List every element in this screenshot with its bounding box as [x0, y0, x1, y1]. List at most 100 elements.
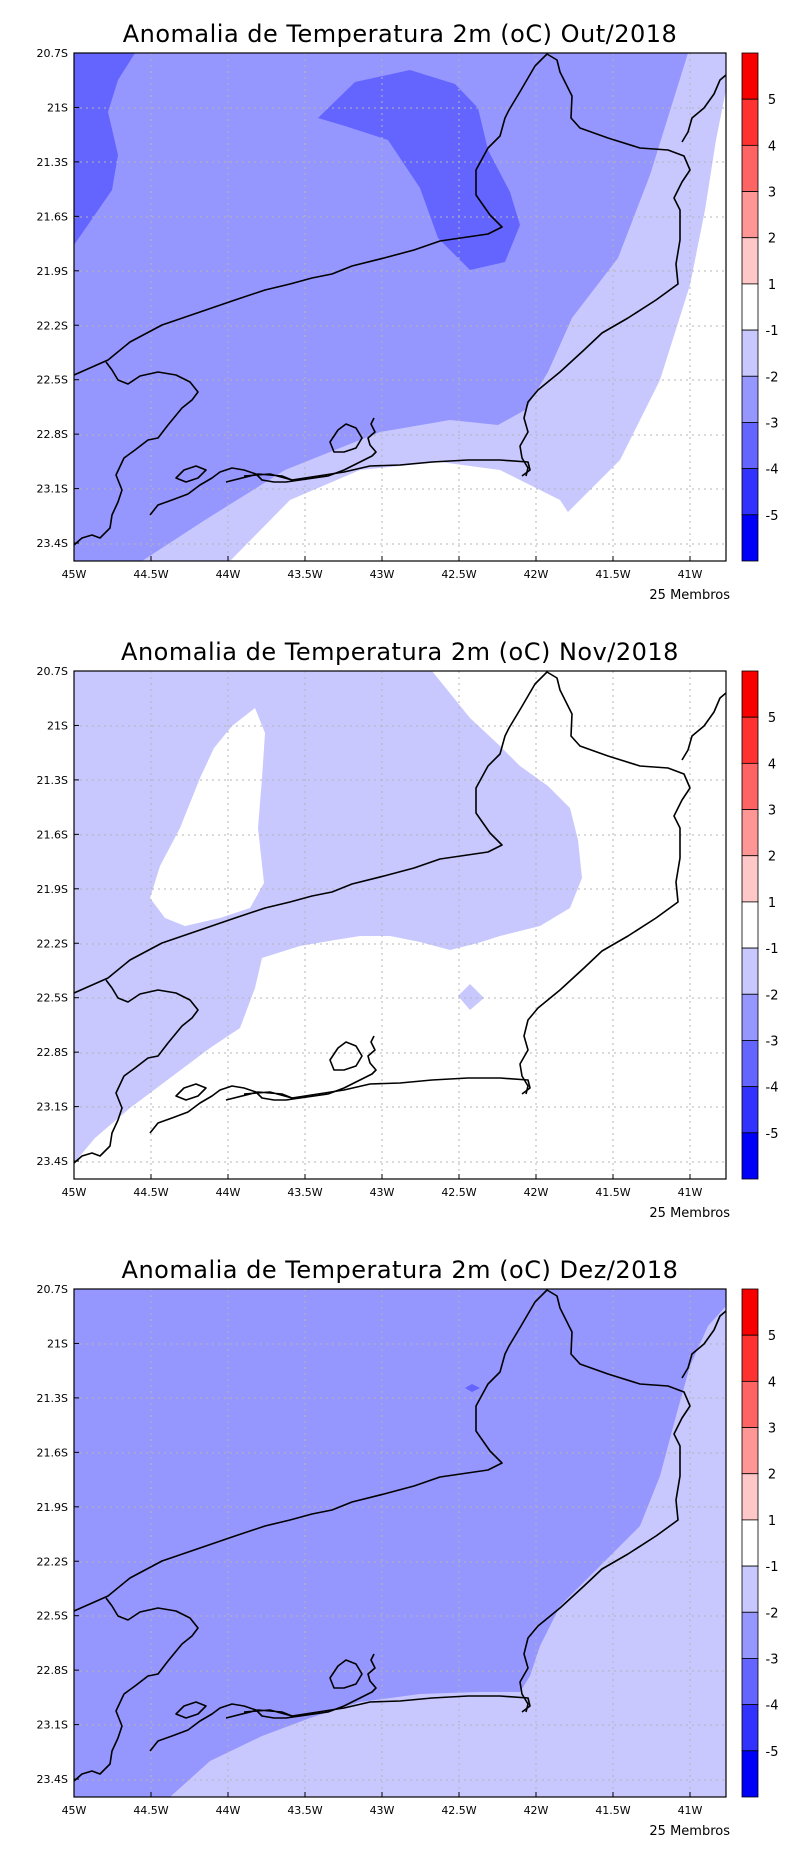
x-tick-label: 45W	[62, 568, 87, 581]
y-tick-label: 21.6S	[37, 828, 68, 841]
contour-fields-nov	[74, 671, 726, 1179]
y-tick-label: 21.3S	[37, 1392, 68, 1405]
colorbar-swatch	[741, 283, 759, 331]
colorbar-dez: 5 4 3 2 1 -1 -2 -3 -4 -5	[741, 1288, 779, 1798]
colorbar-swatch	[741, 422, 759, 470]
colorbar-label: 5	[768, 1329, 776, 1344]
colorbar-label: 2	[768, 1468, 776, 1483]
map-panel-out: Anomalia de Temperatura 2m (oC) Out/2018	[0, 0, 800, 618]
colorbar-label: 5	[768, 711, 776, 726]
coastline-borders-nov	[73, 671, 727, 1164]
y-tick-label: 22.5S	[37, 374, 68, 387]
colorbar-swatch	[741, 762, 759, 810]
grid-lines-nov	[74, 671, 726, 1179]
colorbar-label: -5	[766, 1745, 779, 1760]
colorbar-label: -3	[766, 1034, 779, 1049]
colorbar-swatch	[741, 468, 759, 516]
colorbar-swatch	[741, 329, 759, 377]
x-tick-label: 41W	[678, 568, 703, 581]
x-tick-label: 44.5W	[133, 1804, 168, 1817]
colorbar-swatch	[741, 1086, 759, 1134]
colorbar-label: 2	[768, 850, 776, 865]
colorbar-out: 5 4 3 2 1 -1 -2 -3 -4 -5	[741, 52, 778, 562]
y-tick-label: 22.8S	[37, 1664, 68, 1677]
y-tick-label: 21.9S	[37, 265, 68, 278]
x-tick-label: 43.5W	[287, 1186, 322, 1199]
colorbar-swatch	[741, 191, 759, 239]
x-tick-label: 42.5W	[441, 568, 476, 581]
colorbar-swatch	[741, 1565, 759, 1613]
y-tick-label: 23.4S	[37, 1155, 68, 1168]
colorbar-label: 2	[768, 232, 776, 247]
contour-minus1-southeast-out	[505, 90, 726, 561]
colorbar-swatch	[741, 52, 759, 100]
colorbar-swatch	[741, 514, 759, 562]
map-title-nov: Anomalia de Temperatura 2m (oC) Nov/2018	[121, 638, 679, 666]
colorbar-swatch	[741, 1704, 759, 1752]
colorbar-label: 1	[768, 896, 776, 911]
x-tick-label: 42W	[524, 1186, 549, 1199]
colorbar-swatch	[741, 1132, 759, 1180]
y-tick-label: 21S	[47, 101, 68, 114]
colorbar-swatch	[741, 1658, 759, 1706]
colorbar-swatch	[741, 809, 759, 857]
members-label-dez: 25 Membros	[649, 1824, 730, 1839]
y-tick-label: 23.1S	[37, 1719, 68, 1732]
colorbar-label: -3	[766, 1652, 779, 1667]
colorbar-label: -2	[766, 1606, 779, 1621]
colorbar-swatch	[741, 1427, 759, 1475]
colorbar-label: 1	[768, 1514, 776, 1529]
x-tick-label: 43.5W	[287, 1804, 322, 1817]
colorbar-label: -2	[766, 988, 779, 1003]
map-canvas-nov: 20.7S21S21.3S21.6S21.9S22.2S22.5S22.8S23…	[37, 665, 779, 1199]
contour-minus2-southeast-dez	[170, 1306, 726, 1797]
x-tick-label: 41.5W	[595, 568, 630, 581]
colorbar-swatch	[741, 901, 759, 949]
coastline-borders-dez	[73, 1289, 727, 1782]
x-tick-label: 41.5W	[595, 1186, 630, 1199]
x-tick-label: 41.5W	[595, 1804, 630, 1817]
colorbar-label: 3	[768, 1422, 776, 1437]
colorbar-label: 1	[768, 278, 776, 293]
map-canvas-out: 20.7S21S21.3S21.6S21.9S22.2S22.5S22.8S23…	[37, 47, 779, 581]
colorbar-swatch	[741, 1334, 759, 1382]
y-tick-label: 23.1S	[37, 1101, 68, 1114]
x-tick-label: 42.5W	[441, 1186, 476, 1199]
y-tick-label: 21.6S	[37, 210, 68, 223]
colorbar-swatch	[741, 1750, 759, 1798]
x-tick-label: 43W	[370, 1804, 395, 1817]
contour-minus4-west-out	[74, 53, 135, 245]
contour-minus2-east-out	[142, 53, 726, 561]
colorbar-label: 4	[768, 1375, 776, 1390]
y-tick-label: 21S	[47, 1337, 68, 1350]
y-tick-label: 21S	[47, 719, 68, 732]
colorbar-label: 3	[768, 186, 776, 201]
map-title-out: Anomalia de Temperatura 2m (oC) Out/2018	[122, 20, 678, 48]
contour-minus1-west-out	[150, 708, 265, 926]
y-tick-label: 20.7S	[37, 665, 68, 678]
x-tick-label: 43.5W	[287, 568, 322, 581]
map-frame-out	[73, 52, 727, 562]
y-tick-label: 21.3S	[37, 156, 68, 169]
y-tick-label: 23.4S	[37, 537, 68, 550]
y-tick-label: 22.2S	[37, 937, 68, 950]
colorbar-swatch	[741, 993, 759, 1041]
x-tick-label: 42W	[524, 1804, 549, 1817]
map-frame-dez	[73, 1288, 727, 1798]
x-tick-label: 41W	[678, 1804, 703, 1817]
x-tick-label: 44.5W	[133, 568, 168, 581]
map-title-dez: Anomalia de Temperatura 2m (oC) Dez/2018	[121, 1256, 679, 1284]
members-label-nov: 25 Membros	[649, 1206, 730, 1221]
x-tick-label: 41W	[678, 1186, 703, 1199]
x-axis-labels-out: 45W 44.5W 44W 43.5W 43W 42.5W 42W 41.5W 41W	[62, 556, 703, 581]
y-axis-labels-nov: 20.7S 21S 21.3S 21.6S 21.9S 22.2S 22.5S 22.8S 23…	[37, 665, 79, 1168]
y-tick-label: 21.9S	[37, 883, 68, 896]
grid-lines-out	[74, 53, 726, 561]
colorbar-label: 4	[768, 757, 776, 772]
y-tick-label: 20.7S	[37, 47, 68, 60]
colorbar-swatch	[741, 98, 759, 146]
x-tick-label: 44.5W	[133, 1186, 168, 1199]
colorbar-label: -4	[766, 1081, 779, 1096]
colorbar-swatch	[741, 855, 759, 903]
y-tick-label: 20.7S	[37, 1283, 68, 1296]
